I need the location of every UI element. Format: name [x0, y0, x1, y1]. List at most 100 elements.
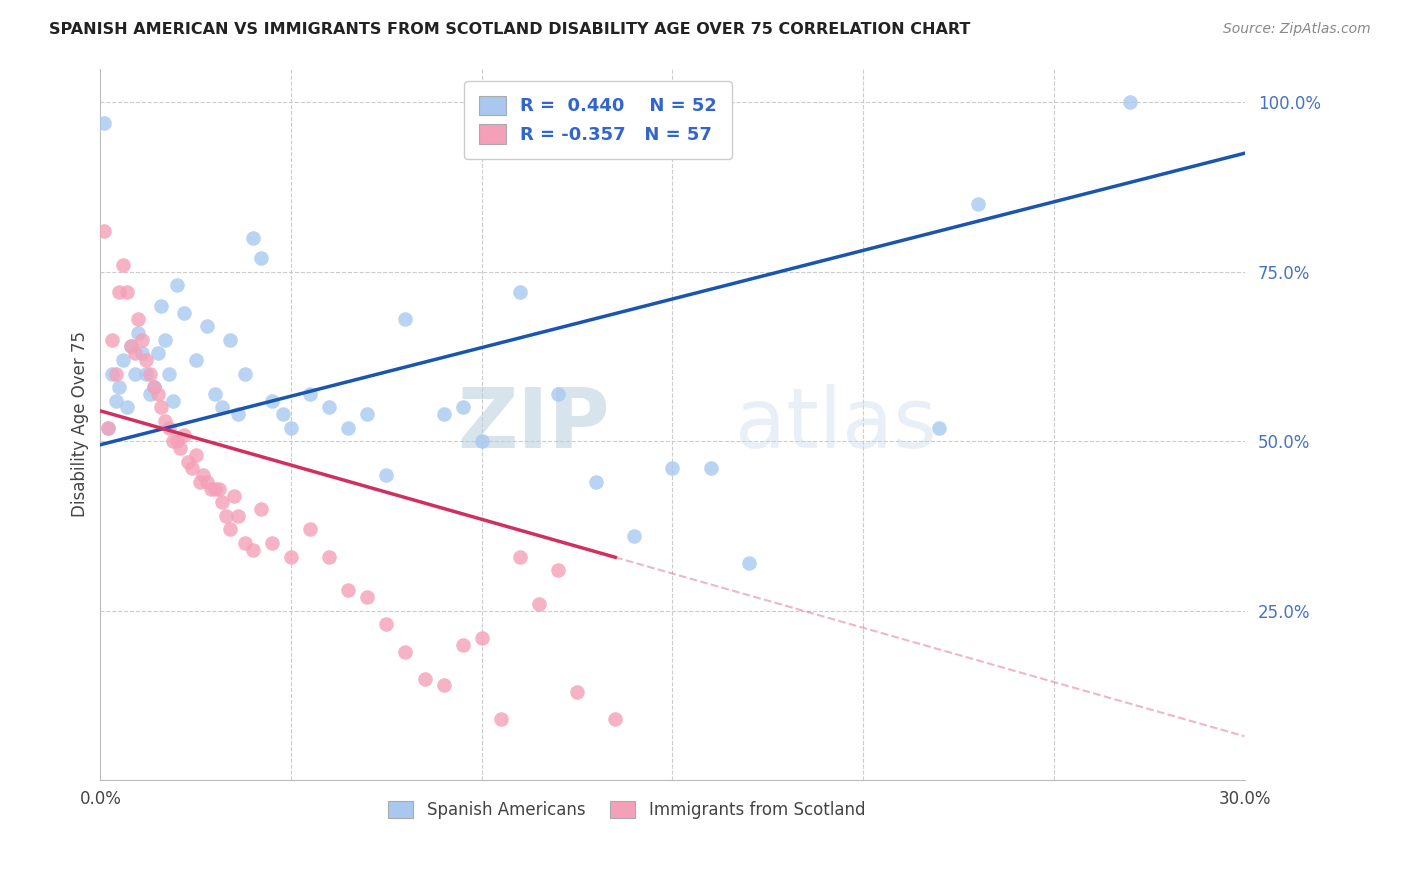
- Point: [204, 482, 226, 496]
- Point: [738, 557, 761, 571]
- Point: [211, 495, 233, 509]
- Point: [104, 393, 127, 408]
- Point: [173, 305, 195, 319]
- Point: [471, 434, 494, 449]
- Point: [433, 407, 456, 421]
- Point: [489, 712, 512, 726]
- Point: [260, 393, 283, 408]
- Point: [120, 339, 142, 353]
- Point: [260, 536, 283, 550]
- Point: [157, 421, 180, 435]
- Point: [356, 407, 378, 421]
- Point: [162, 434, 184, 449]
- Point: [195, 319, 218, 334]
- Point: [280, 421, 302, 435]
- Legend: Spanish Americans, Immigrants from Scotland: Spanish Americans, Immigrants from Scotl…: [381, 794, 872, 825]
- Point: [108, 380, 131, 394]
- Point: [451, 401, 474, 415]
- Point: [112, 258, 135, 272]
- Point: [112, 353, 135, 368]
- Point: [184, 353, 207, 368]
- Point: [966, 197, 988, 211]
- Point: [394, 644, 416, 658]
- Text: Source: ZipAtlas.com: Source: ZipAtlas.com: [1223, 22, 1371, 37]
- Point: [273, 407, 295, 421]
- Point: [115, 401, 138, 415]
- Point: [120, 339, 142, 353]
- Text: ZIP: ZIP: [457, 384, 609, 465]
- Point: [193, 468, 215, 483]
- Point: [97, 421, 120, 435]
- Point: [135, 353, 157, 368]
- Point: [337, 583, 360, 598]
- Point: [219, 523, 242, 537]
- Point: [375, 468, 398, 483]
- Point: [127, 312, 149, 326]
- Point: [280, 549, 302, 564]
- Point: [184, 448, 207, 462]
- Point: [605, 712, 627, 726]
- Point: [242, 231, 264, 245]
- Point: [108, 285, 131, 300]
- Point: [509, 285, 531, 300]
- Point: [1119, 95, 1142, 110]
- Point: [146, 346, 169, 360]
- Text: atlas: atlas: [735, 384, 938, 465]
- Point: [101, 333, 124, 347]
- Point: [169, 441, 191, 455]
- Point: [233, 536, 256, 550]
- Point: [127, 326, 149, 340]
- Point: [131, 333, 153, 347]
- Point: [226, 508, 249, 523]
- Point: [177, 455, 200, 469]
- Point: [375, 617, 398, 632]
- Point: [928, 421, 950, 435]
- Point: [219, 333, 242, 347]
- Point: [509, 549, 531, 564]
- Point: [623, 529, 645, 543]
- Point: [413, 672, 436, 686]
- Point: [162, 393, 184, 408]
- Point: [565, 685, 588, 699]
- Y-axis label: Disability Age Over 75: Disability Age Over 75: [72, 332, 89, 517]
- Point: [356, 591, 378, 605]
- Point: [157, 367, 180, 381]
- Point: [124, 346, 146, 360]
- Point: [242, 542, 264, 557]
- Point: [139, 387, 162, 401]
- Point: [433, 678, 456, 692]
- Point: [233, 367, 256, 381]
- Point: [207, 482, 229, 496]
- Point: [215, 508, 238, 523]
- Point: [101, 367, 124, 381]
- Point: [150, 299, 173, 313]
- Point: [337, 421, 360, 435]
- Point: [124, 367, 146, 381]
- Point: [180, 461, 202, 475]
- Point: [471, 631, 494, 645]
- Point: [188, 475, 211, 489]
- Point: [153, 414, 176, 428]
- Point: [139, 367, 162, 381]
- Point: [204, 387, 226, 401]
- Text: SPANISH AMERICAN VS IMMIGRANTS FROM SCOTLAND DISABILITY AGE OVER 75 CORRELATION : SPANISH AMERICAN VS IMMIGRANTS FROM SCOT…: [49, 22, 970, 37]
- Point: [115, 285, 138, 300]
- Point: [173, 427, 195, 442]
- Point: [527, 597, 550, 611]
- Point: [93, 116, 115, 130]
- Point: [451, 638, 474, 652]
- Point: [661, 461, 683, 475]
- Point: [211, 401, 233, 415]
- Point: [249, 502, 271, 516]
- Point: [195, 475, 218, 489]
- Point: [585, 475, 607, 489]
- Point: [166, 434, 188, 449]
- Point: [200, 482, 222, 496]
- Point: [153, 333, 176, 347]
- Point: [97, 421, 120, 435]
- Point: [142, 380, 165, 394]
- Point: [104, 367, 127, 381]
- Point: [299, 523, 322, 537]
- Point: [699, 461, 721, 475]
- Point: [166, 278, 188, 293]
